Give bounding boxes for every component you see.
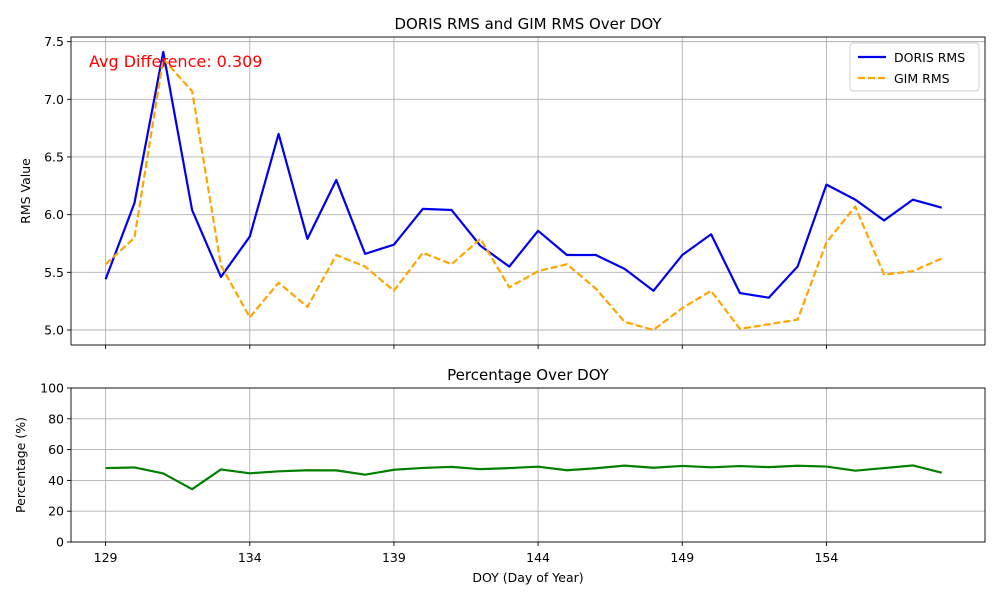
series-line-1-0 xyxy=(105,464,943,491)
y-tick-label: 7.0 xyxy=(44,92,64,107)
percentage-chart-title: Percentage Over DOY xyxy=(447,366,610,384)
rms-legend: DORIS RMS GIM RMS xyxy=(849,42,980,92)
y-tick-label: 7.5 xyxy=(44,34,64,49)
y-tick-label: 80 xyxy=(48,411,64,426)
x-tick-label: 139 xyxy=(382,550,406,565)
series-line-0-1 xyxy=(104,57,943,332)
y-tick-label: 60 xyxy=(48,442,64,457)
rms-chart-title: DORIS RMS and GIM RMS Over DOY xyxy=(394,15,662,33)
x-tick-label: 144 xyxy=(526,550,550,565)
percentage-panel: Percentage Over DOY 0 20 40 60 80 100 129 134 1… xyxy=(13,366,986,585)
series-line-0-0 xyxy=(104,50,943,299)
rms-plot-frame xyxy=(70,36,986,346)
legend-label-doris: DORIS RMS xyxy=(894,50,965,65)
y-tick-label: 40 xyxy=(48,473,64,488)
legend-label-gim: GIM RMS xyxy=(894,71,950,86)
rms-panel: DORIS RMS and GIM RMS Over DOY 5.0 5.5 6.0… xyxy=(18,15,986,349)
x-axis-label: DOY (Day of Year) xyxy=(472,570,583,585)
x-tick-label: 134 xyxy=(238,550,262,565)
percentage-plot-frame xyxy=(70,387,986,543)
rms-y-axis-label: RMS Value xyxy=(18,158,33,224)
y-tick-label: 20 xyxy=(48,504,64,519)
x-tick-label: 129 xyxy=(94,550,118,565)
x-tick-label: 149 xyxy=(670,550,694,565)
y-tick-label: 6.5 xyxy=(44,149,64,164)
y-tick-label: 0 xyxy=(56,535,64,550)
avg-difference-annotation: Avg Difference: 0.309 xyxy=(89,52,262,71)
y-tick-label: 5.0 xyxy=(44,323,64,338)
y-tick-label: 100 xyxy=(40,381,64,396)
x-tick-label: 154 xyxy=(814,550,838,565)
y-tick-label: 5.5 xyxy=(44,265,64,280)
y-tick-label: 6.0 xyxy=(44,207,64,222)
percentage-y-axis-label: Percentage (%) xyxy=(13,417,28,513)
